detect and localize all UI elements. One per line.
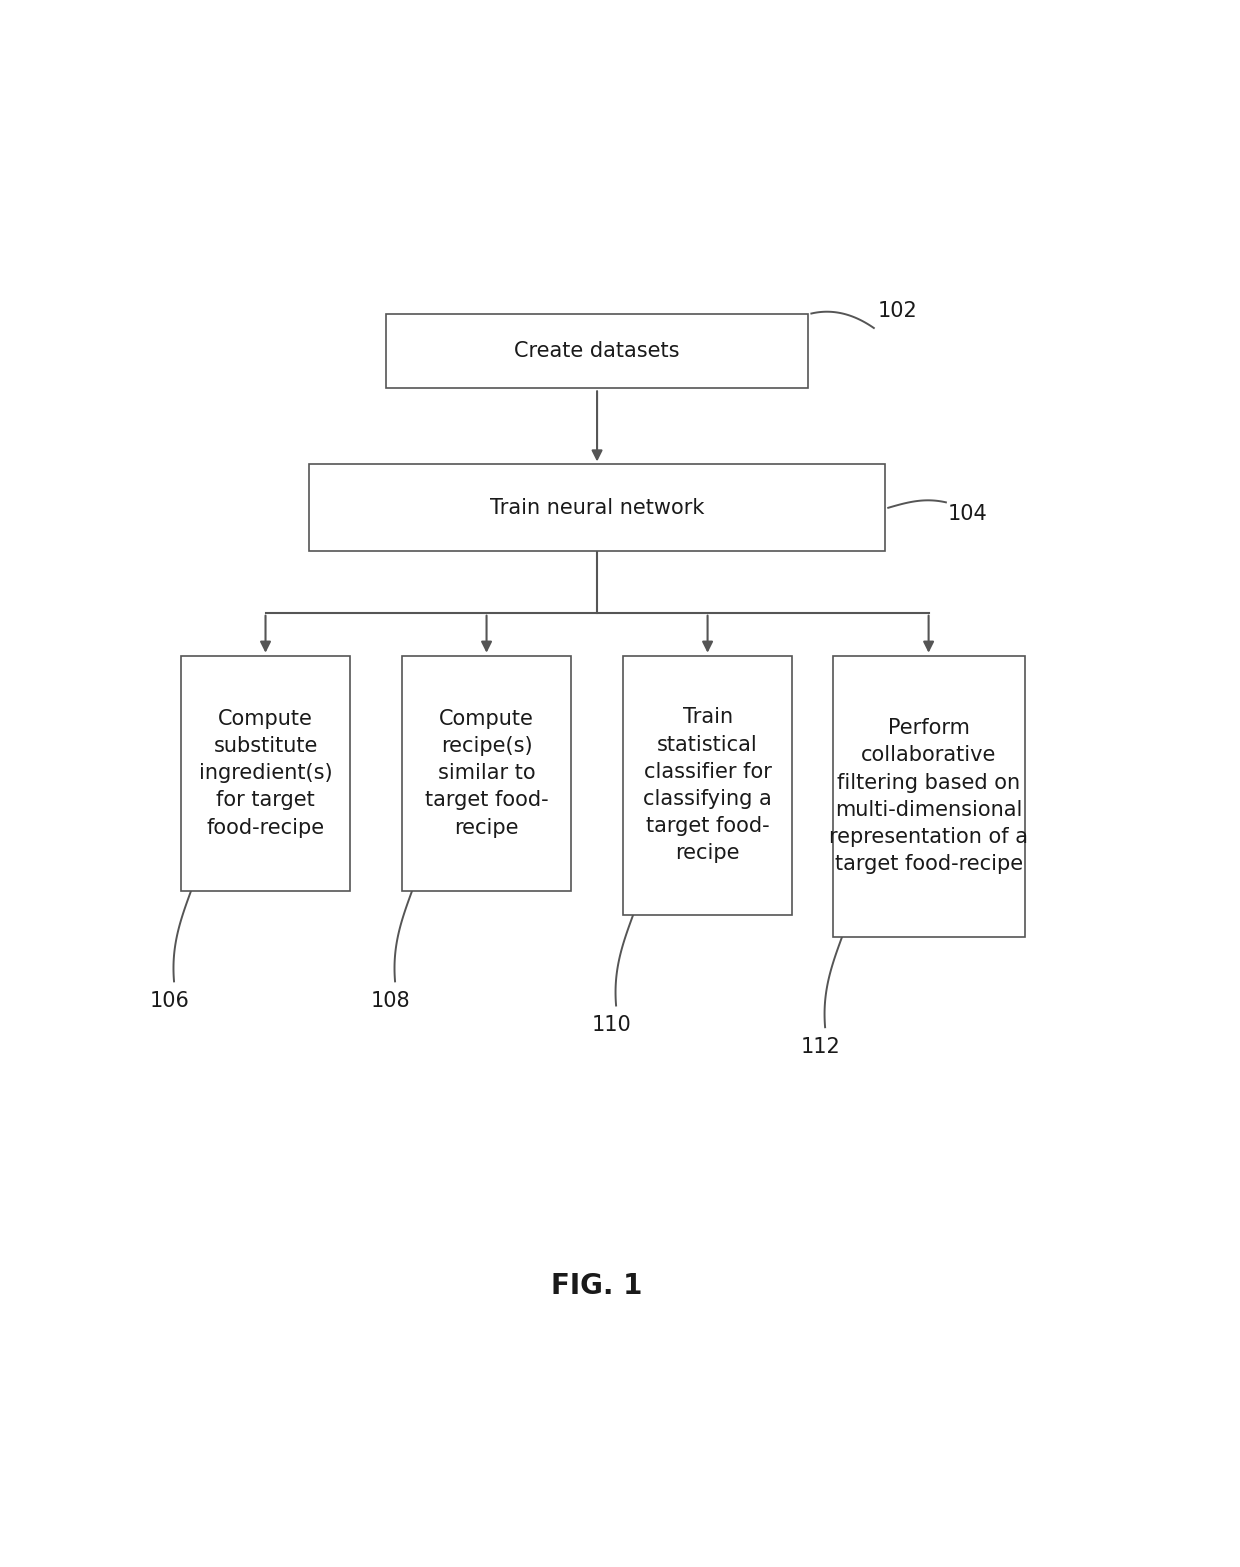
Text: 112: 112 [801, 1037, 841, 1056]
FancyBboxPatch shape [624, 655, 791, 915]
FancyBboxPatch shape [832, 655, 1024, 937]
Text: 110: 110 [591, 1015, 632, 1036]
Text: 104: 104 [947, 505, 987, 523]
Text: Perform
collaborative
filtering based on
multi-dimensional
representation of a
t: Perform collaborative filtering based on… [830, 718, 1028, 874]
FancyBboxPatch shape [309, 464, 885, 552]
FancyBboxPatch shape [386, 313, 808, 389]
Text: Create datasets: Create datasets [515, 342, 680, 360]
FancyBboxPatch shape [403, 655, 570, 892]
Text: Compute
recipe(s)
similar to
target food-
recipe: Compute recipe(s) similar to target food… [425, 708, 548, 838]
Text: Compute
substitute
ingredient(s)
for target
food-recipe: Compute substitute ingredient(s) for tar… [198, 708, 332, 838]
Text: 106: 106 [150, 990, 190, 1011]
FancyBboxPatch shape [181, 655, 350, 892]
Text: FIG. 1: FIG. 1 [552, 1272, 642, 1301]
Text: 102: 102 [878, 301, 918, 321]
Text: Train neural network: Train neural network [490, 498, 704, 517]
Text: Train
statistical
classifier for
classifying a
target food-
recipe: Train statistical classifier for classif… [644, 707, 773, 863]
Text: 108: 108 [371, 990, 410, 1011]
